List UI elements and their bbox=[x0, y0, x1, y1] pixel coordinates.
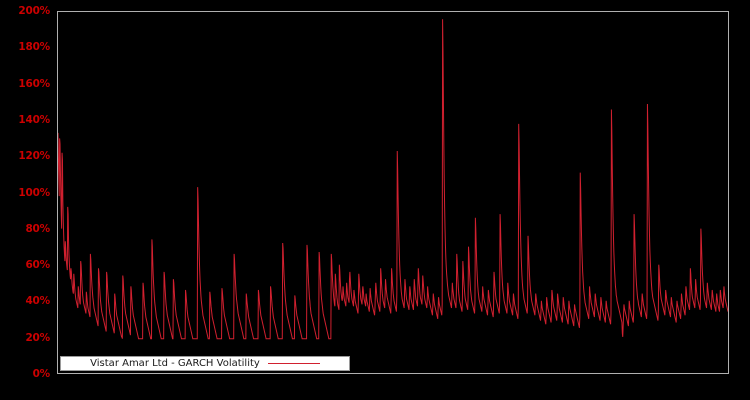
y-tick-label: 80% bbox=[25, 222, 50, 235]
y-tick-label: 20% bbox=[25, 331, 50, 344]
garch-volatility-series bbox=[58, 19, 728, 340]
y-tick-label: 140% bbox=[18, 113, 50, 126]
y-tick-label: 200% bbox=[18, 5, 50, 17]
y-tick-label: 100% bbox=[18, 186, 50, 199]
chart-legend[interactable]: Vistar Amar Ltd - GARCH Volatility bbox=[60, 356, 350, 371]
y-tick-label: 60% bbox=[25, 259, 50, 272]
y-tick-label: 160% bbox=[18, 77, 50, 90]
y-tick-label: 120% bbox=[18, 150, 50, 163]
y-tick-label: 0% bbox=[32, 368, 51, 380]
legend-line-sample-icon bbox=[267, 363, 320, 364]
volatility-line-chart bbox=[58, 19, 728, 340]
plot-area bbox=[57, 11, 729, 374]
y-tick-label: 180% bbox=[18, 41, 50, 54]
y-tick-label: 40% bbox=[25, 295, 50, 308]
legend-label: Vistar Amar Ltd - GARCH Volatility bbox=[90, 358, 260, 369]
y-axis: 0% 20% 40% 60% 80% 100% 120% 140% 160% 180% 200% bbox=[0, 0, 57, 400]
